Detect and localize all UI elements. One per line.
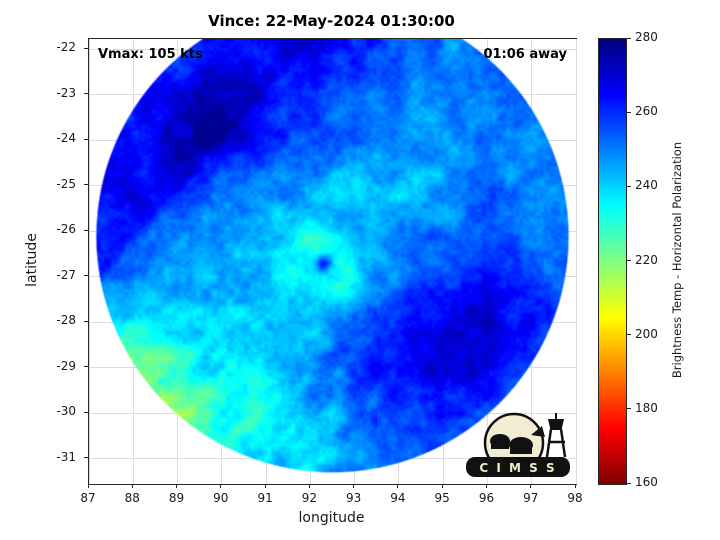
colorbar-tick-label: 280 (635, 30, 658, 44)
plot-area: Vmax: 105 kts 01:06 away C I M S S (88, 38, 577, 485)
grid-line-vertical (575, 39, 577, 484)
y-tick-mark (84, 457, 88, 459)
y-tick-label: -23 (56, 85, 76, 100)
colorbar-tick-label: 260 (635, 104, 658, 119)
y-tick-label: -28 (56, 313, 76, 328)
colorbar-tick-mark (627, 334, 631, 336)
x-tick-label: 98 (567, 491, 583, 505)
x-tick-mark (87, 484, 89, 488)
x-tick-mark (176, 484, 178, 488)
x-tick-label: 94 (390, 491, 406, 505)
logo-silhouettes (490, 413, 564, 454)
chart-title: Vince: 22-May-2024 01:30:00 (208, 12, 455, 30)
y-tick-mark (84, 366, 88, 368)
x-tick-mark (441, 484, 443, 488)
y-tick-label: -30 (56, 404, 76, 419)
x-tick-mark (353, 484, 355, 488)
colorbar-tick-mark (627, 111, 631, 113)
colorbar-tick-mark (627, 260, 631, 261)
colorbar-tick-label: 160 (635, 475, 658, 489)
heatmap-canvas (89, 39, 576, 484)
x-tick-label: 93 (345, 491, 362, 505)
eta-annotation: 01:06 away (483, 47, 567, 62)
cimss-logo-text: C I M S S (479, 461, 556, 475)
y-tick-label: -22 (56, 40, 76, 55)
y-tick-label: -29 (56, 358, 76, 373)
colorbar-gradient (599, 39, 626, 484)
y-tick-mark (84, 320, 88, 322)
x-tick-mark (220, 484, 222, 488)
x-axis-label: longitude (298, 510, 365, 526)
x-tick-label: 91 (257, 491, 273, 505)
y-tick-mark (84, 229, 88, 231)
x-tick-labels: 87 88 89 90 91 92 93 94 95 96 97 98 (80, 484, 583, 514)
y-tick-label: -24 (56, 131, 76, 146)
y-tick-mark (84, 93, 88, 95)
y-tick-mark (84, 138, 88, 140)
y-tick-mark (84, 47, 88, 49)
x-tick-mark (131, 484, 133, 488)
x-tick-label: 90 (213, 491, 229, 505)
x-tick-mark (397, 484, 399, 488)
colorbar-tick-label: 220 (635, 252, 658, 267)
x-tick-label: 89 (168, 491, 185, 505)
colorbar-tick-labels: 160 180 200 220 240 260 280 (598, 30, 688, 489)
x-tick-mark (530, 484, 532, 488)
x-tick-label: 96 (478, 491, 495, 505)
cimss-logo: C I M S S (466, 412, 570, 477)
y-tick-label: -31 (56, 449, 76, 464)
x-tick-label: 87 (80, 491, 96, 505)
y-tick-label: -25 (56, 176, 76, 191)
y-tick-mark (84, 411, 88, 413)
y-tick-label: -26 (56, 222, 76, 237)
x-tick-label: 95 (434, 491, 450, 505)
x-tick-mark (308, 484, 310, 488)
water-tower-legs (545, 428, 567, 458)
x-tick-mark (574, 484, 576, 488)
x-tick-label: 88 (124, 491, 140, 505)
x-tick-label: 92 (301, 491, 317, 505)
colorbar (598, 38, 627, 485)
y-tick-label: -27 (56, 267, 76, 282)
colorbar-tick-mark (627, 37, 631, 39)
x-tick-mark (485, 484, 487, 488)
colorbar-label: Brightness Temp - Horizontal Polarizatio… (670, 141, 684, 379)
colorbar-tick-mark (627, 408, 631, 410)
colorbar-tick-label: 200 (635, 326, 658, 341)
vmax-annotation: Vmax: 105 kts (98, 47, 203, 62)
y-tick-labels: -22 -23 -24 -25 -26 -27 -28 -29 -30 -31 (0, 38, 88, 483)
x-tick-mark (264, 484, 266, 488)
x-tick-label: 97 (523, 491, 539, 505)
colorbar-tick-label: 180 (635, 400, 658, 415)
y-tick-mark (84, 184, 88, 186)
colorbar-tick-label: 240 (635, 178, 658, 193)
y-tick-mark (84, 275, 88, 277)
logo-banner (466, 457, 570, 477)
colorbar-tick-mark (627, 482, 631, 484)
colorbar-tick-mark (627, 185, 631, 187)
